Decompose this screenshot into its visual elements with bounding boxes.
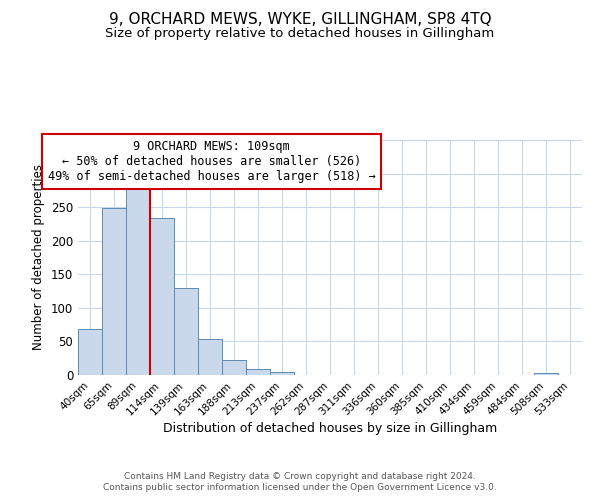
Bar bbox=[534, 373, 558, 375]
Bar bbox=[78, 328, 102, 375]
Text: Contains HM Land Registry data © Crown copyright and database right 2024.: Contains HM Land Registry data © Crown c… bbox=[124, 472, 476, 481]
X-axis label: Distribution of detached houses by size in Gillingham: Distribution of detached houses by size … bbox=[163, 422, 497, 436]
Text: Size of property relative to detached houses in Gillingham: Size of property relative to detached ho… bbox=[106, 28, 494, 40]
Bar bbox=[246, 369, 270, 375]
Bar bbox=[198, 338, 222, 375]
Bar bbox=[222, 360, 246, 375]
Bar bbox=[126, 181, 150, 375]
Bar bbox=[102, 208, 126, 375]
Bar bbox=[270, 372, 294, 375]
Text: Contains public sector information licensed under the Open Government Licence v3: Contains public sector information licen… bbox=[103, 484, 497, 492]
Y-axis label: Number of detached properties: Number of detached properties bbox=[32, 164, 46, 350]
Text: 9, ORCHARD MEWS, WYKE, GILLINGHAM, SP8 4TQ: 9, ORCHARD MEWS, WYKE, GILLINGHAM, SP8 4… bbox=[109, 12, 491, 28]
Text: 9 ORCHARD MEWS: 109sqm
← 50% of detached houses are smaller (526)
49% of semi-de: 9 ORCHARD MEWS: 109sqm ← 50% of detached… bbox=[47, 140, 376, 183]
Bar bbox=[174, 288, 198, 375]
Bar bbox=[150, 218, 174, 375]
